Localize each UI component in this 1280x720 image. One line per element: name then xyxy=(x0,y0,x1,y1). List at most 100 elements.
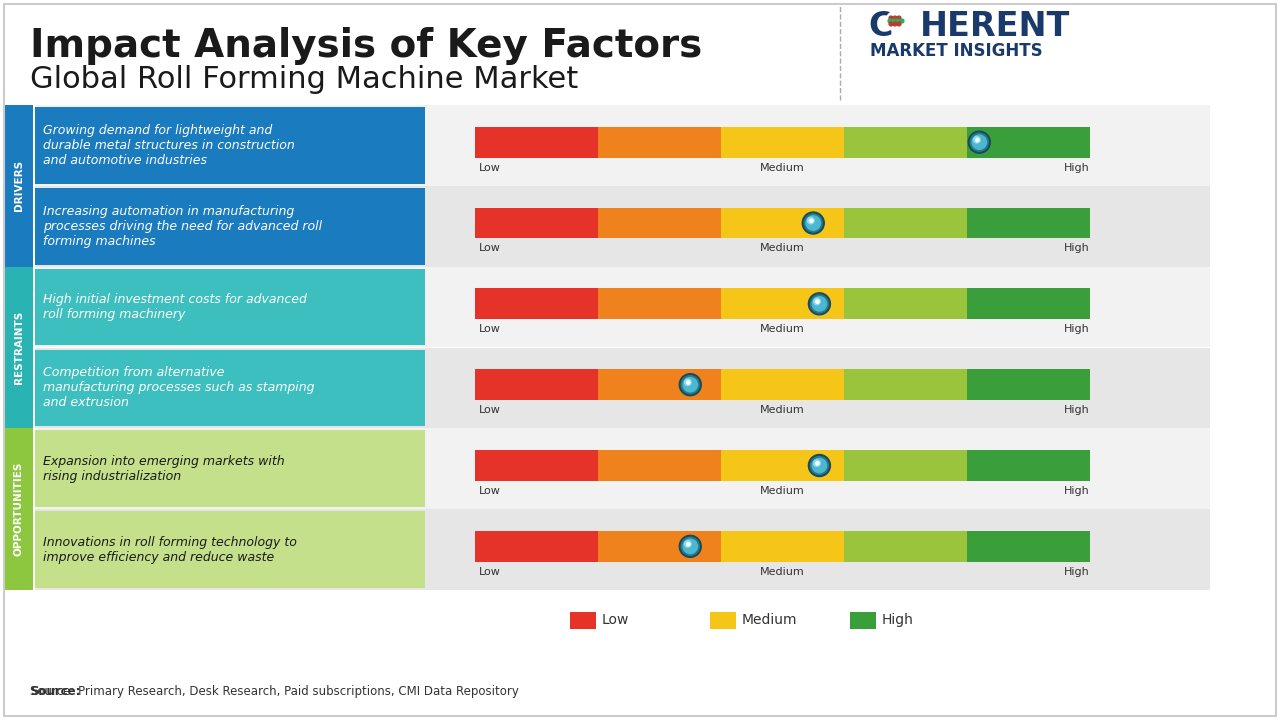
FancyBboxPatch shape xyxy=(570,612,596,629)
FancyBboxPatch shape xyxy=(475,450,598,481)
FancyBboxPatch shape xyxy=(35,431,425,507)
FancyBboxPatch shape xyxy=(966,207,1091,238)
FancyBboxPatch shape xyxy=(721,289,844,319)
Circle shape xyxy=(813,459,827,472)
Text: C: C xyxy=(868,10,892,43)
Circle shape xyxy=(897,16,901,20)
FancyBboxPatch shape xyxy=(721,127,844,158)
FancyBboxPatch shape xyxy=(721,207,844,238)
Text: High: High xyxy=(1064,567,1091,577)
Text: Low: Low xyxy=(479,486,500,496)
FancyBboxPatch shape xyxy=(598,450,721,481)
FancyBboxPatch shape xyxy=(598,531,721,562)
FancyBboxPatch shape xyxy=(966,289,1091,319)
Text: Medium: Medium xyxy=(760,243,805,253)
Circle shape xyxy=(680,374,701,396)
Text: Low: Low xyxy=(602,613,630,627)
Text: Low: Low xyxy=(479,567,500,577)
Circle shape xyxy=(970,133,988,151)
FancyBboxPatch shape xyxy=(475,531,598,562)
Text: Medium: Medium xyxy=(760,567,805,577)
Text: Growing demand for lightweight and
durable metal structures in construction
and : Growing demand for lightweight and durab… xyxy=(44,124,294,167)
Text: Medium: Medium xyxy=(760,486,805,496)
Circle shape xyxy=(968,131,991,153)
Circle shape xyxy=(806,216,820,230)
Circle shape xyxy=(890,16,893,20)
Text: Low: Low xyxy=(479,243,500,253)
FancyBboxPatch shape xyxy=(35,188,425,265)
Circle shape xyxy=(810,219,813,222)
Circle shape xyxy=(810,456,828,474)
FancyBboxPatch shape xyxy=(475,289,598,319)
FancyBboxPatch shape xyxy=(598,289,721,319)
Circle shape xyxy=(896,19,900,23)
Text: Impact Analysis of Key Factors: Impact Analysis of Key Factors xyxy=(29,27,703,65)
Text: Innovations in roll forming technology to
improve efficiency and reduce waste: Innovations in roll forming technology t… xyxy=(44,536,297,564)
FancyBboxPatch shape xyxy=(5,105,33,266)
Circle shape xyxy=(685,541,691,547)
Circle shape xyxy=(900,19,904,23)
FancyBboxPatch shape xyxy=(35,107,425,184)
FancyBboxPatch shape xyxy=(35,266,1210,348)
Circle shape xyxy=(684,377,698,392)
Text: Low: Low xyxy=(479,324,500,334)
FancyBboxPatch shape xyxy=(5,266,33,428)
FancyBboxPatch shape xyxy=(35,269,425,346)
Circle shape xyxy=(893,16,897,20)
FancyBboxPatch shape xyxy=(844,531,966,562)
Text: High: High xyxy=(1064,163,1091,173)
FancyBboxPatch shape xyxy=(721,369,844,400)
FancyBboxPatch shape xyxy=(35,348,1210,428)
Text: High: High xyxy=(1064,243,1091,253)
FancyBboxPatch shape xyxy=(966,531,1091,562)
Text: Medium: Medium xyxy=(760,163,805,173)
Text: HERENT: HERENT xyxy=(920,10,1070,43)
Circle shape xyxy=(888,19,892,23)
Text: Medium: Medium xyxy=(760,405,805,415)
Circle shape xyxy=(686,381,690,384)
Text: Low: Low xyxy=(479,405,500,415)
Circle shape xyxy=(810,294,828,313)
Text: High initial investment costs for advanced
roll forming machinery: High initial investment costs for advanc… xyxy=(44,293,307,321)
Circle shape xyxy=(893,22,897,26)
Circle shape xyxy=(808,217,814,224)
Circle shape xyxy=(680,536,701,557)
Circle shape xyxy=(804,214,822,232)
FancyBboxPatch shape xyxy=(966,369,1091,400)
Circle shape xyxy=(890,22,893,26)
Text: OPPORTUNITIES: OPPORTUNITIES xyxy=(14,462,24,557)
Circle shape xyxy=(814,298,820,305)
Text: Medium: Medium xyxy=(742,613,797,627)
FancyBboxPatch shape xyxy=(475,127,598,158)
Text: RESTRAINTS: RESTRAINTS xyxy=(14,311,24,384)
Circle shape xyxy=(972,135,987,149)
Circle shape xyxy=(892,19,896,23)
FancyBboxPatch shape xyxy=(710,612,736,629)
Text: Increasing automation in manufacturing
processes driving the need for advanced r: Increasing automation in manufacturing p… xyxy=(44,204,323,248)
FancyBboxPatch shape xyxy=(721,450,844,481)
FancyBboxPatch shape xyxy=(35,105,1210,186)
Text: High: High xyxy=(1064,486,1091,496)
Text: High: High xyxy=(1064,405,1091,415)
Circle shape xyxy=(809,293,831,315)
Text: Low: Low xyxy=(479,163,500,173)
FancyBboxPatch shape xyxy=(475,369,598,400)
Text: High: High xyxy=(882,613,914,627)
Circle shape xyxy=(686,542,690,546)
Text: Expansion into emerging markets with
rising industrialization: Expansion into emerging markets with ris… xyxy=(44,455,284,482)
Circle shape xyxy=(814,460,820,467)
Circle shape xyxy=(685,379,691,386)
Text: DRIVERS: DRIVERS xyxy=(14,161,24,212)
Text: Competition from alternative
manufacturing processes such as stamping
and extrus: Competition from alternative manufacturi… xyxy=(44,366,315,410)
FancyBboxPatch shape xyxy=(35,509,1210,590)
FancyBboxPatch shape xyxy=(966,450,1091,481)
Circle shape xyxy=(684,539,698,554)
FancyBboxPatch shape xyxy=(475,207,598,238)
FancyBboxPatch shape xyxy=(598,369,721,400)
FancyBboxPatch shape xyxy=(35,511,425,588)
FancyBboxPatch shape xyxy=(35,186,1210,266)
Circle shape xyxy=(681,537,699,555)
Circle shape xyxy=(886,11,906,31)
Circle shape xyxy=(809,454,831,477)
FancyBboxPatch shape xyxy=(850,612,876,629)
